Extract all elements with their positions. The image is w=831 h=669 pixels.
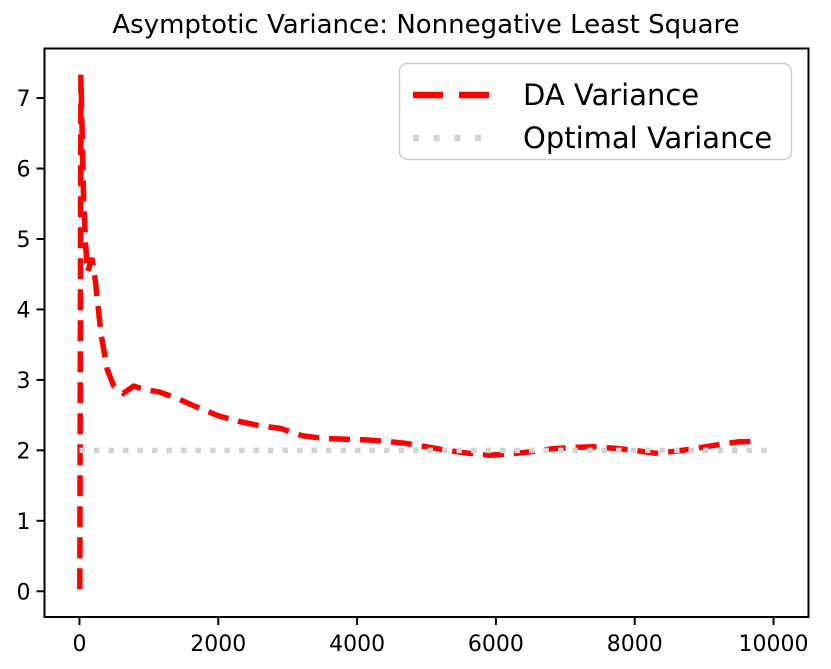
x-tick-label: 6000	[468, 632, 524, 657]
legend-label-da-variance: DA Variance	[523, 78, 699, 112]
x-tick-label: 4000	[329, 632, 385, 657]
x-tick-label: 0	[72, 632, 86, 657]
x-tick-label: 10000	[739, 632, 809, 657]
y-tick-label: 6	[17, 157, 31, 182]
y-tick-label: 1	[17, 510, 31, 535]
da-variance-line	[77, 74, 760, 590]
y-tick-label: 7	[17, 87, 31, 112]
y-tick-label: 3	[17, 369, 31, 394]
legend-box	[398, 62, 793, 161]
y-tick-label: 0	[17, 580, 31, 605]
x-tick-label: 8000	[607, 632, 663, 657]
legend-label-optimal-variance: Optimal Variance	[523, 121, 772, 155]
plot-border	[43, 47, 810, 618]
y-tick-label: 5	[17, 228, 31, 253]
series-layer	[77, 74, 774, 590]
axes-layer: 0 2000 4000 6000 8000 10000 0 1 2 3 4 5 6 7	[17, 47, 810, 657]
y-tick-label: 4	[17, 298, 31, 323]
y-tick-label: 2	[17, 439, 31, 464]
chart-title: Asymptotic Variance: Nonnegative Least S…	[112, 10, 739, 40]
legend: DA Variance Optimal Variance	[398, 62, 793, 161]
x-tick-label: 2000	[190, 632, 246, 657]
